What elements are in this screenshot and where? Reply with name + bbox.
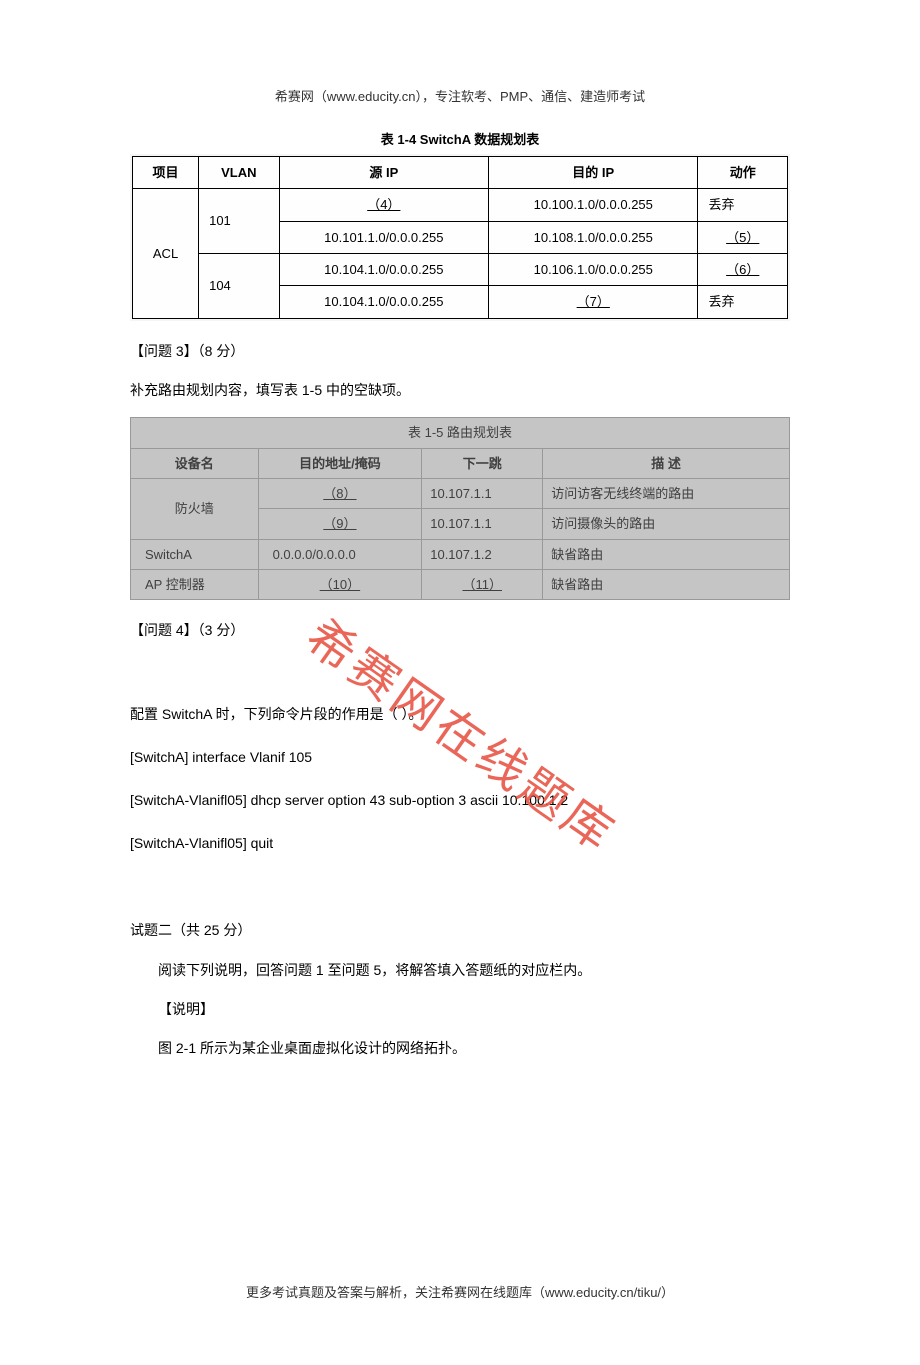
table2-wrap: 表 1-5 路由规划表 设备名 目的地址/掩码 下一跳 描 述 防火墙 （8） … <box>130 417 790 600</box>
cell-blank6: （6） <box>698 253 788 285</box>
th-device: 设备名 <box>131 448 259 478</box>
cell-ap: AP 控制器 <box>131 570 259 600</box>
cell: 0.0.0.0/0.0.0.0 <box>258 539 422 569</box>
cell: 访问访客无线终端的路由 <box>543 478 790 508</box>
cell: 10.108.1.0/0.0.0.255 <box>489 221 698 253</box>
section2-text1: 阅读下列说明，回答问题 1 至问题 5，将解答填入答题纸的对应栏内。 <box>130 958 790 983</box>
cell-blank4: （4） <box>279 189 488 221</box>
cell: 10.104.1.0/0.0.0.255 <box>279 253 488 285</box>
page-header: 希赛网（www.educity.cn），专注软考、PMP、通信、建造师考试 <box>130 85 790 108</box>
code-line-2: [SwitchA-Vlanifl05] dhcp server option 4… <box>130 788 790 813</box>
table1-wrap: 项目 VLAN 源 IP 目的 IP 动作 ACL 101 （4） 10.100… <box>130 154 790 321</box>
code-line-3: [SwitchA-Vlanifl05] quit <box>130 831 790 856</box>
cell-blank7: （7） <box>489 286 698 318</box>
cell-blank10: （10） <box>258 570 422 600</box>
table-row: 防火墙 （8） 10.107.1.1 访问访客无线终端的路由 <box>131 478 790 508</box>
question3-text: 补充路由规划内容，填写表 1-5 中的空缺项。 <box>130 378 790 403</box>
question3-title: 【问题 3】（8 分） <box>130 339 790 364</box>
page-footer: 更多考试真题及答案与解析，关注希赛网在线题库（www.educity.cn/ti… <box>130 1281 790 1304</box>
table2-title-cell: 表 1-5 路由规划表 <box>131 418 790 448</box>
table2-caption: 表 1-5 路由规划表 <box>131 418 790 448</box>
cell-acl: ACL <box>133 189 199 319</box>
table-header-row: 项目 VLAN 源 IP 目的 IP 动作 <box>133 156 788 188</box>
code-line-1: [SwitchA] interface Vlanif 105 <box>130 745 790 770</box>
table-row: ACL 101 （4） 10.100.1.0/0.0.0.255 丢弃 <box>133 189 788 221</box>
cell: 10.101.1.0/0.0.0.255 <box>279 221 488 253</box>
cell: 缺省路由 <box>543 570 790 600</box>
table1-title: 表 1-4 SwitchA 数据规划表 <box>130 128 790 151</box>
cell: 10.100.1.0/0.0.0.255 <box>489 189 698 221</box>
table-header-row: 设备名 目的地址/掩码 下一跳 描 述 <box>131 448 790 478</box>
table-row: 104 10.104.1.0/0.0.0.255 10.106.1.0/0.0.… <box>133 253 788 285</box>
cell-vlan104: 104 <box>199 253 280 318</box>
cell-blank9: （9） <box>258 509 422 539</box>
cell: 缺省路由 <box>543 539 790 569</box>
section2-text3: 图 2-1 所示为某企业桌面虚拟化设计的网络拓扑。 <box>130 1036 790 1061</box>
watermark-region: 【问题 4】（3 分） 配置 SwitchA 时，下列命令片段的作用是（ ）。 … <box>130 618 790 856</box>
table-row: SwitchA 0.0.0.0/0.0.0.0 10.107.1.2 缺省路由 <box>131 539 790 569</box>
cell-blank11: （11） <box>422 570 543 600</box>
section2-text2: 【说明】 <box>130 997 790 1022</box>
cell: 10.104.1.0/0.0.0.255 <box>279 286 488 318</box>
cell: 10.107.1.2 <box>422 539 543 569</box>
table-switcha-data: 项目 VLAN 源 IP 目的 IP 动作 ACL 101 （4） 10.100… <box>132 156 788 319</box>
th-dest-mask: 目的地址/掩码 <box>258 448 422 478</box>
table-route-plan: 表 1-5 路由规划表 设备名 目的地址/掩码 下一跳 描 述 防火墙 （8） … <box>130 417 790 600</box>
question4-title: 【问题 4】（3 分） <box>130 618 790 643</box>
section2-title: 试题二（共 25 分） <box>130 918 790 943</box>
th-dst-ip: 目的 IP <box>489 156 698 188</box>
cell-blank8: （8） <box>258 478 422 508</box>
cell: 10.107.1.1 <box>422 509 543 539</box>
cell: 丢弃 <box>698 189 788 221</box>
th-desc: 描 述 <box>543 448 790 478</box>
th-vlan: VLAN <box>199 156 280 188</box>
cell: 10.107.1.1 <box>422 478 543 508</box>
question4-text: 配置 SwitchA 时，下列命令片段的作用是（ ）。 <box>130 702 790 727</box>
cell: 10.106.1.0/0.0.0.255 <box>489 253 698 285</box>
cell-blank5: （5） <box>698 221 788 253</box>
cell: 访问摄像头的路由 <box>543 509 790 539</box>
th-nexthop: 下一跳 <box>422 448 543 478</box>
th-src-ip: 源 IP <box>279 156 488 188</box>
th-action: 动作 <box>698 156 788 188</box>
table-row: AP 控制器 （10） （11） 缺省路由 <box>131 570 790 600</box>
cell-firewall: 防火墙 <box>131 478 259 539</box>
cell-vlan101: 101 <box>199 189 280 254</box>
cell-switcha: SwitchA <box>131 539 259 569</box>
cell: 丢弃 <box>698 286 788 318</box>
th-project: 项目 <box>133 156 199 188</box>
